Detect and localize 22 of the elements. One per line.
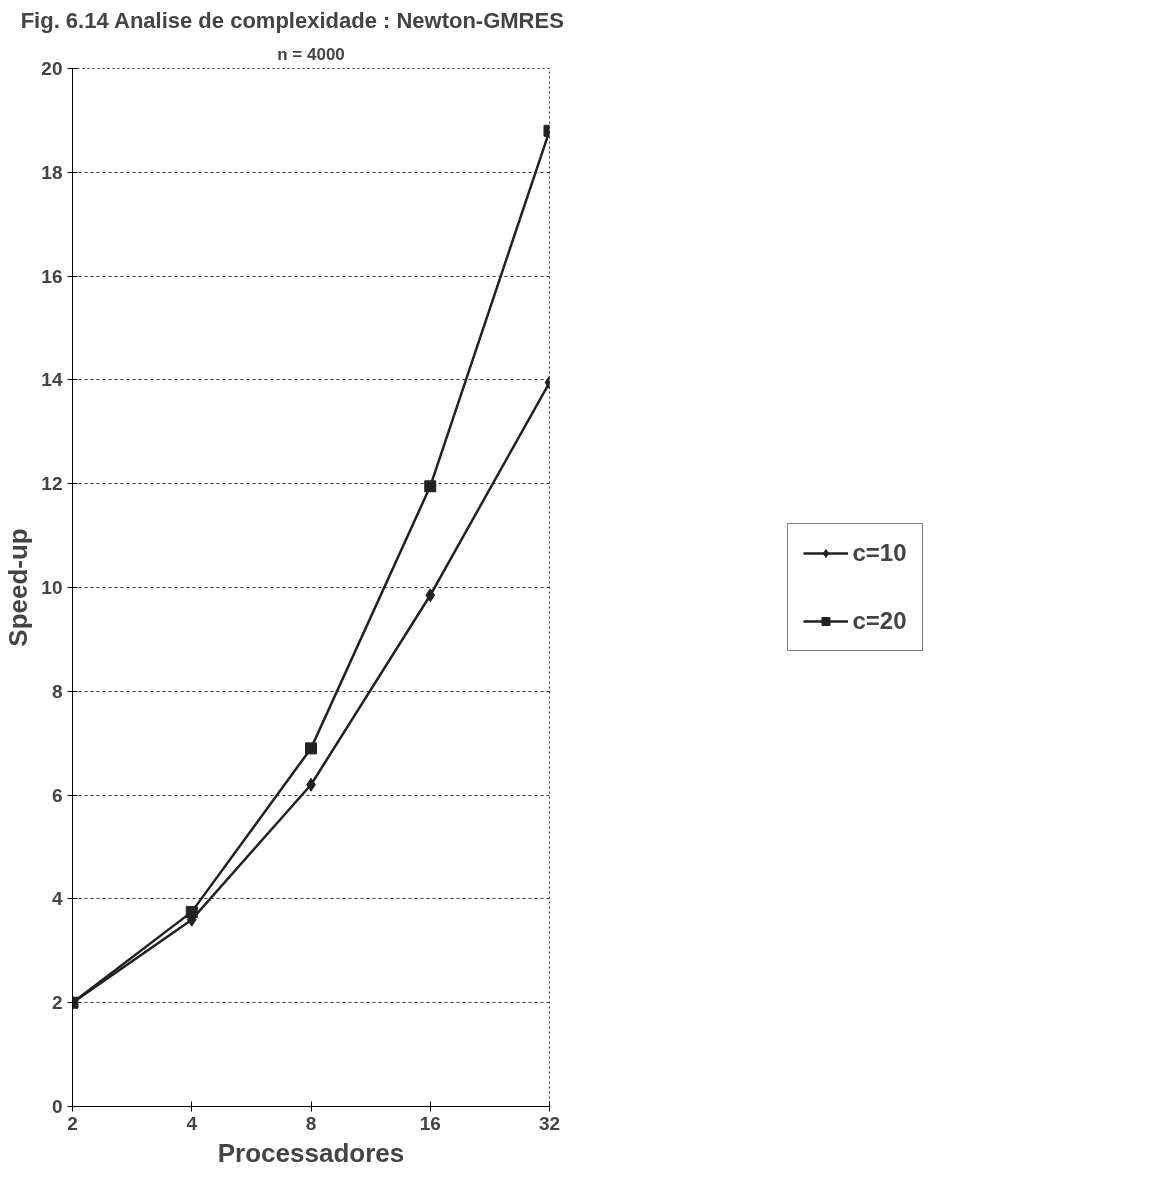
y-tick-label: 2 [51, 992, 63, 1014]
chart-title: Fig. 6.14 Analise de complexidade : Newton-GMRES [20, 7, 564, 33]
x-tick-label: 32 [538, 1112, 561, 1134]
y-axis-title: Speed-up [3, 528, 34, 647]
y-tick-label: 14 [41, 369, 63, 391]
y-tick-label: 4 [51, 888, 63, 910]
y-tick-label: 20 [41, 58, 63, 79]
y-tick-label: 8 [51, 680, 63, 702]
y-tick-label: 10 [41, 577, 63, 598]
x-tick-label: 4 [186, 1112, 198, 1134]
legend-label: c=20 [852, 607, 907, 635]
chart-subtitle: n = 4000 [277, 44, 345, 64]
y-tick-label: 16 [41, 265, 63, 287]
x-tick-label: 8 [305, 1112, 317, 1134]
x-tick-label: 2 [67, 1112, 78, 1134]
x-axis-title: Processadores [217, 1137, 405, 1168]
y-tick-label: 18 [41, 161, 63, 183]
legend-label: c=10 [852, 539, 907, 567]
x-tick-label: 16 [419, 1112, 441, 1134]
y-tick-label: 0 [51, 1096, 63, 1117]
y-tick-label: 12 [41, 473, 63, 495]
y-tick-label: 6 [51, 784, 63, 806]
